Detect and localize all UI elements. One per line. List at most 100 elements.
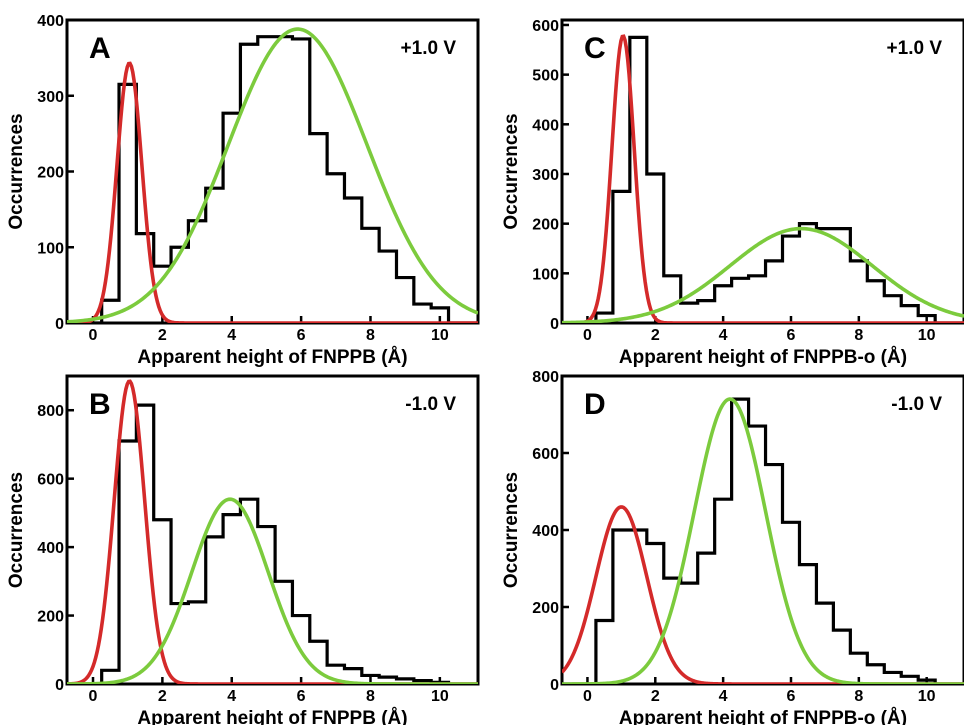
panel-d: 0 2 4 6 8 10 0 200 400 600 800 Apparent height of F… xyxy=(501,369,964,725)
panel-letter: C xyxy=(584,32,606,65)
histogram-bin xyxy=(171,247,188,323)
histogram-bin xyxy=(816,229,833,323)
histogram-bin xyxy=(379,251,396,323)
gaussian-fit-green xyxy=(67,497,478,684)
x-tick-label: 10 xyxy=(431,327,449,344)
y-tick-label: 400 xyxy=(532,523,559,540)
histogram-outline xyxy=(67,35,478,323)
bias-annotation: -1.0 V xyxy=(891,394,942,415)
gaussian-fit-green xyxy=(67,27,478,323)
y-tick-label: 600 xyxy=(532,18,559,35)
histogram-bin xyxy=(310,134,327,323)
plot-frame xyxy=(560,18,964,325)
panel-letter: D xyxy=(584,388,606,421)
histogram-bin xyxy=(698,301,715,323)
x-tick-label: 2 xyxy=(651,688,660,705)
gaussian-fit-green xyxy=(562,226,964,323)
x-tick-label: 0 xyxy=(583,688,592,705)
x-tick-label: 6 xyxy=(297,327,306,344)
y-tick-label: 600 xyxy=(532,446,559,463)
x-axis-label: Apparent height of FNPPB-o (Å) xyxy=(619,708,907,725)
panel-letter: B xyxy=(89,388,111,421)
x-axis-label: Apparent height of FNPPB (Å) xyxy=(137,347,407,368)
histogram-bin xyxy=(901,306,918,323)
y-tick-label: 200 xyxy=(532,600,559,617)
histogram-bin xyxy=(749,276,766,323)
histogram-bin xyxy=(119,441,136,684)
plot-frame xyxy=(65,374,480,686)
histogram-outline xyxy=(562,397,964,684)
histogram-bin xyxy=(396,278,413,323)
x-tick-label: 2 xyxy=(158,688,167,705)
x-tick-label: 8 xyxy=(366,327,375,344)
histogram-bin xyxy=(664,276,681,323)
histogram-bin xyxy=(630,530,647,684)
x-tick-label: 10 xyxy=(918,327,936,344)
y-tick-label: 600 xyxy=(37,472,64,489)
y-tick-label: 300 xyxy=(37,89,64,106)
histogram-bin xyxy=(850,261,867,323)
x-tick-label: 4 xyxy=(227,327,236,344)
histogram-bin xyxy=(275,37,292,323)
y-axis-label: Occurrences xyxy=(501,472,522,588)
x-axis-label: Apparent height of FNPPB (Å) xyxy=(137,708,407,725)
bias-annotation: +1.0 V xyxy=(887,38,943,59)
x-tick-label: 8 xyxy=(366,688,375,705)
x-tick-label: 0 xyxy=(89,327,98,344)
x-tick-label: 0 xyxy=(583,327,592,344)
x-tick-label: 8 xyxy=(854,327,863,344)
y-tick-label: 0 xyxy=(55,677,64,694)
y-tick-label: 500 xyxy=(532,68,559,85)
x-tick-label: 4 xyxy=(719,688,728,705)
panel-letter: A xyxy=(89,32,111,65)
y-tick-label: 400 xyxy=(532,117,559,134)
histogram-bin xyxy=(596,620,613,684)
histogram-bin xyxy=(223,113,240,323)
histogram-bin xyxy=(833,630,850,684)
panel-b: 0 2 4 6 8 10 0 200 400 600 800 Apparent height of F… xyxy=(6,374,480,725)
histogram-bin xyxy=(362,228,379,323)
y-axis-label: Occurrences xyxy=(501,113,522,229)
y-tick-label: 400 xyxy=(37,540,64,557)
histogram-outline xyxy=(562,35,964,323)
histogram-bin xyxy=(698,553,715,684)
x-tick-label: 2 xyxy=(158,327,167,344)
histogram xyxy=(67,403,478,684)
y-tick-label: 100 xyxy=(532,266,559,283)
y-tick-label: 200 xyxy=(532,217,559,234)
histogram-bin xyxy=(310,641,327,684)
histogram-bin xyxy=(732,278,749,323)
bias-annotation: +1.0 V xyxy=(401,38,457,59)
histogram-bin xyxy=(223,515,240,684)
histogram xyxy=(67,35,478,323)
x-tick-label: 8 xyxy=(854,688,863,705)
histogram-bin xyxy=(766,261,783,323)
y-tick-label: 100 xyxy=(37,240,64,257)
histogram xyxy=(562,397,964,684)
y-tick-label: 800 xyxy=(532,369,559,386)
x-tick-label: 2 xyxy=(651,327,660,344)
gaussian-fit-red xyxy=(67,379,478,684)
histogram-bin xyxy=(206,188,223,323)
y-axis-label: Occurrences xyxy=(6,472,27,588)
gaussian-fit-red xyxy=(562,34,964,323)
x-tick-label: 4 xyxy=(227,688,236,705)
histogram-bin xyxy=(884,296,901,323)
histogram-bin xyxy=(206,537,223,684)
histogram-bin xyxy=(867,665,884,684)
y-tick-label: 0 xyxy=(550,677,559,694)
histogram-bin xyxy=(732,399,749,684)
histogram-bin xyxy=(414,304,431,323)
x-tick-label: 6 xyxy=(297,688,306,705)
histogram-bin xyxy=(240,44,257,323)
x-tick-label: 0 xyxy=(89,688,98,705)
y-tick-label: 200 xyxy=(37,165,64,182)
y-tick-label: 800 xyxy=(37,403,64,420)
histogram-bin xyxy=(240,499,257,684)
histogram-bin xyxy=(292,39,309,323)
y-tick-label: 300 xyxy=(532,167,559,184)
histogram-bin xyxy=(681,303,698,323)
